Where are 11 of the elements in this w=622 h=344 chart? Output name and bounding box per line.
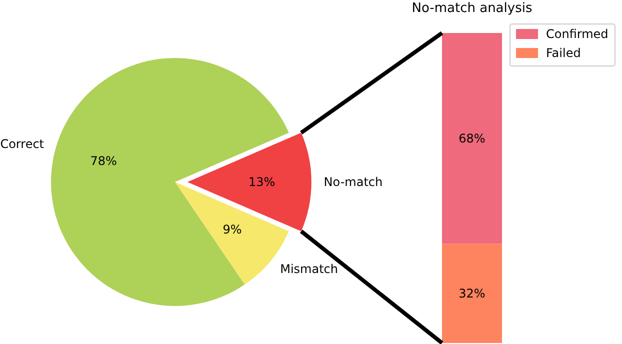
slice-label: Correct bbox=[0, 136, 44, 151]
legend-label: Confirmed bbox=[546, 27, 608, 41]
data-label: 9% bbox=[222, 222, 242, 236]
legend-label: Failed bbox=[546, 46, 581, 60]
slice-label: Mismatch bbox=[280, 262, 338, 276]
data-label: 32% bbox=[458, 286, 486, 300]
data-label: 13% bbox=[248, 175, 276, 189]
data-label: 68% bbox=[458, 131, 486, 146]
chart-title: No-match analysis bbox=[412, 1, 532, 16]
slice-label: No-match bbox=[324, 175, 383, 189]
data-label: 78% bbox=[90, 154, 117, 168]
